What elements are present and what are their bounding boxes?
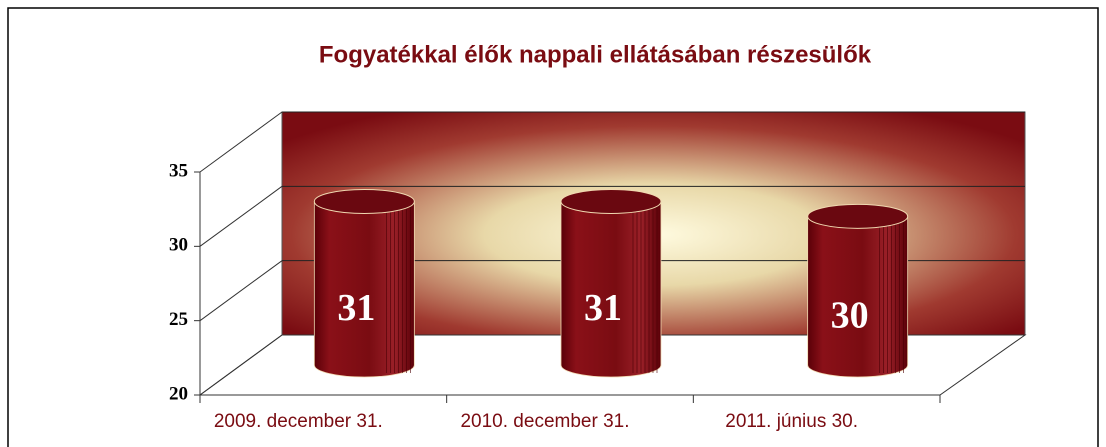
side-grid-line xyxy=(199,334,283,396)
data-label: 31 xyxy=(584,287,622,329)
side-grid-line xyxy=(199,111,283,173)
bar xyxy=(560,188,662,378)
side-grid-line xyxy=(199,185,283,247)
x-tick-label: 2011. június 30. xyxy=(725,411,858,432)
bar-top xyxy=(807,203,909,229)
bar xyxy=(313,188,415,378)
side-grid-line xyxy=(199,260,283,322)
frame xyxy=(7,7,1099,447)
data-label: 30 xyxy=(831,294,869,336)
bar-top xyxy=(560,188,662,214)
y-tick-label: 20 xyxy=(169,383,188,404)
y-tick-label: 25 xyxy=(169,309,188,330)
bar-body xyxy=(313,201,415,378)
bar xyxy=(807,203,909,378)
chart-title: Fogyatékkal élők nappali ellátásában rés… xyxy=(319,41,872,68)
bar-top xyxy=(313,188,415,214)
data-label: 31 xyxy=(337,287,375,329)
x-tick-label: 2009. december 31. xyxy=(214,411,383,432)
bar-body xyxy=(560,201,662,378)
y-tick-label: 30 xyxy=(169,235,188,256)
bar-body xyxy=(807,215,909,378)
y-tick-label: 35 xyxy=(169,160,188,181)
x-tick-label: 2010. december 31. xyxy=(460,411,629,432)
